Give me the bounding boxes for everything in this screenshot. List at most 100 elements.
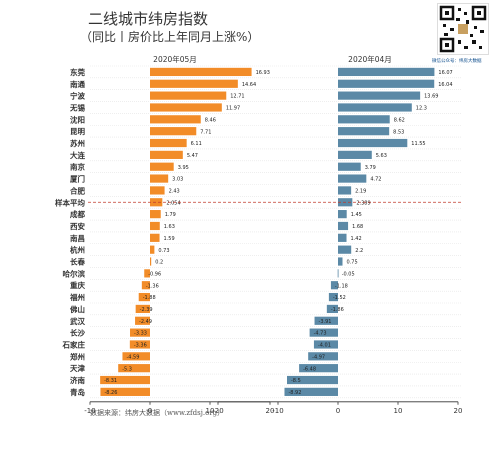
data-label-apr: 0.75 bbox=[347, 260, 358, 266]
data-label-may: 1.59 bbox=[164, 236, 175, 242]
category-label: 南通 bbox=[70, 79, 85, 89]
category-label: 成都 bbox=[70, 209, 85, 219]
data-label-apr: 1.42 bbox=[351, 236, 362, 242]
x-tick-label-apr: 10 bbox=[394, 407, 403, 415]
bar-apr bbox=[309, 328, 338, 337]
bar-may bbox=[150, 210, 161, 219]
category-label: 南京 bbox=[70, 162, 85, 172]
bar-apr bbox=[338, 233, 347, 242]
data-label-may: -5.3 bbox=[122, 366, 132, 372]
data-label-may: 12.71 bbox=[230, 94, 244, 100]
data-label-may: 1.79 bbox=[165, 212, 176, 218]
x-tick-label-may: 0 bbox=[148, 407, 152, 415]
data-label-apr: 3.79 bbox=[365, 165, 376, 171]
x-tick-label-may: -10 bbox=[84, 407, 95, 415]
data-label-apr: 5.63 bbox=[376, 153, 387, 159]
category-label: 样本平均 bbox=[55, 197, 85, 207]
bar-may bbox=[150, 115, 201, 124]
bar-apr bbox=[338, 67, 435, 77]
data-label-apr: -4.97 bbox=[312, 354, 325, 360]
qr-code-icon bbox=[437, 3, 489, 55]
bar-apr bbox=[338, 174, 367, 183]
bar-may bbox=[150, 138, 187, 148]
category-label: 西安 bbox=[70, 221, 85, 231]
data-label-apr: 2.389 bbox=[356, 200, 370, 206]
data-label-may: -1.36 bbox=[146, 283, 159, 289]
bar-apr bbox=[338, 221, 349, 231]
bar-apr bbox=[330, 281, 338, 290]
data-label-apr: -1.18 bbox=[335, 283, 348, 289]
bar-may bbox=[150, 221, 160, 231]
data-label-may: 0.73 bbox=[158, 248, 169, 254]
category-label: 宁波 bbox=[70, 91, 85, 101]
data-label-may: 5.47 bbox=[187, 153, 198, 159]
data-label-apr: -8.92 bbox=[288, 390, 301, 396]
bar-apr bbox=[338, 150, 372, 159]
category-label: 济南 bbox=[70, 375, 85, 385]
chart-subtitle: （同比丨房价比上年同月上涨%） bbox=[80, 30, 260, 44]
data-label-apr: 1.68 bbox=[352, 224, 363, 230]
category-label: 昆明 bbox=[70, 126, 85, 136]
bar-may bbox=[100, 387, 150, 396]
category-label: 佛山 bbox=[69, 304, 85, 314]
bar-may bbox=[150, 257, 152, 266]
data-label-may: -8.26 bbox=[104, 390, 117, 396]
bar-apr bbox=[338, 91, 421, 100]
category-label: 福州 bbox=[69, 292, 85, 302]
data-label-may: -4.59 bbox=[126, 354, 139, 360]
data-label-apr: 2.19 bbox=[355, 189, 366, 195]
bar-may bbox=[150, 174, 169, 183]
bar-may bbox=[150, 127, 197, 136]
bar-apr bbox=[338, 138, 408, 148]
panel-title-apr: 2020年04月 bbox=[348, 54, 392, 64]
category-label: 长沙 bbox=[70, 328, 85, 338]
data-label-may: -2.49 bbox=[139, 319, 152, 325]
bar-apr bbox=[338, 79, 435, 88]
bar-may bbox=[144, 269, 150, 278]
category-label: 大连 bbox=[70, 150, 85, 160]
data-label-may: -2.39 bbox=[140, 307, 153, 313]
data-label-apr: -3.91 bbox=[319, 319, 332, 325]
data-label-may: 16.93 bbox=[256, 70, 270, 76]
bar-apr bbox=[314, 316, 338, 325]
bar-may bbox=[135, 304, 150, 314]
bar-may bbox=[135, 316, 150, 325]
bar-may bbox=[122, 352, 150, 361]
bar-apr bbox=[338, 257, 343, 266]
data-label-apr: -0.05 bbox=[342, 271, 355, 277]
data-label-apr: -6.48 bbox=[303, 366, 316, 372]
data-label-apr: 13.69 bbox=[424, 94, 438, 100]
x-tick-label-apr: 20 bbox=[454, 407, 463, 415]
bar-may bbox=[150, 103, 222, 112]
data-label-may: 1.63 bbox=[164, 224, 175, 230]
data-label-may: 11.97 bbox=[226, 106, 240, 112]
bar-may bbox=[138, 292, 150, 302]
x-tick-label-may: 10 bbox=[206, 407, 215, 415]
panel-title-may: 2020年05月 bbox=[153, 54, 197, 64]
bar-apr bbox=[326, 304, 338, 314]
category-label: 石家庄 bbox=[62, 339, 86, 349]
category-label: 哈尔滨 bbox=[63, 268, 86, 278]
chart-title: 二线城市纬房指数 bbox=[88, 10, 209, 28]
data-label-may: 3.03 bbox=[172, 177, 183, 183]
data-label-apr: 16.04 bbox=[438, 82, 452, 88]
category-label: 厦门 bbox=[70, 174, 85, 184]
bar-may bbox=[129, 340, 150, 349]
data-label-may: 2.054 bbox=[166, 200, 180, 206]
data-label-apr: -4.01 bbox=[318, 343, 331, 349]
data-label-may: 6.11 bbox=[191, 141, 202, 147]
bar-may bbox=[150, 91, 227, 100]
category-label: 武汉 bbox=[70, 316, 85, 326]
bar-apr bbox=[338, 245, 352, 254]
qr-label: 微信公众号：纬房大数据 bbox=[432, 59, 482, 64]
data-label-may: 8.46 bbox=[205, 117, 216, 123]
bar-may bbox=[150, 150, 183, 159]
bar-may bbox=[150, 198, 163, 207]
bar-apr bbox=[328, 292, 338, 302]
category-label: 郑州 bbox=[70, 351, 85, 361]
bar-apr bbox=[287, 375, 338, 385]
data-source: 数据来源：纬房大数据（www.zfdsj.org） bbox=[90, 409, 225, 417]
category-label: 沈阳 bbox=[70, 114, 85, 124]
data-label-apr: -1.86 bbox=[331, 307, 344, 313]
